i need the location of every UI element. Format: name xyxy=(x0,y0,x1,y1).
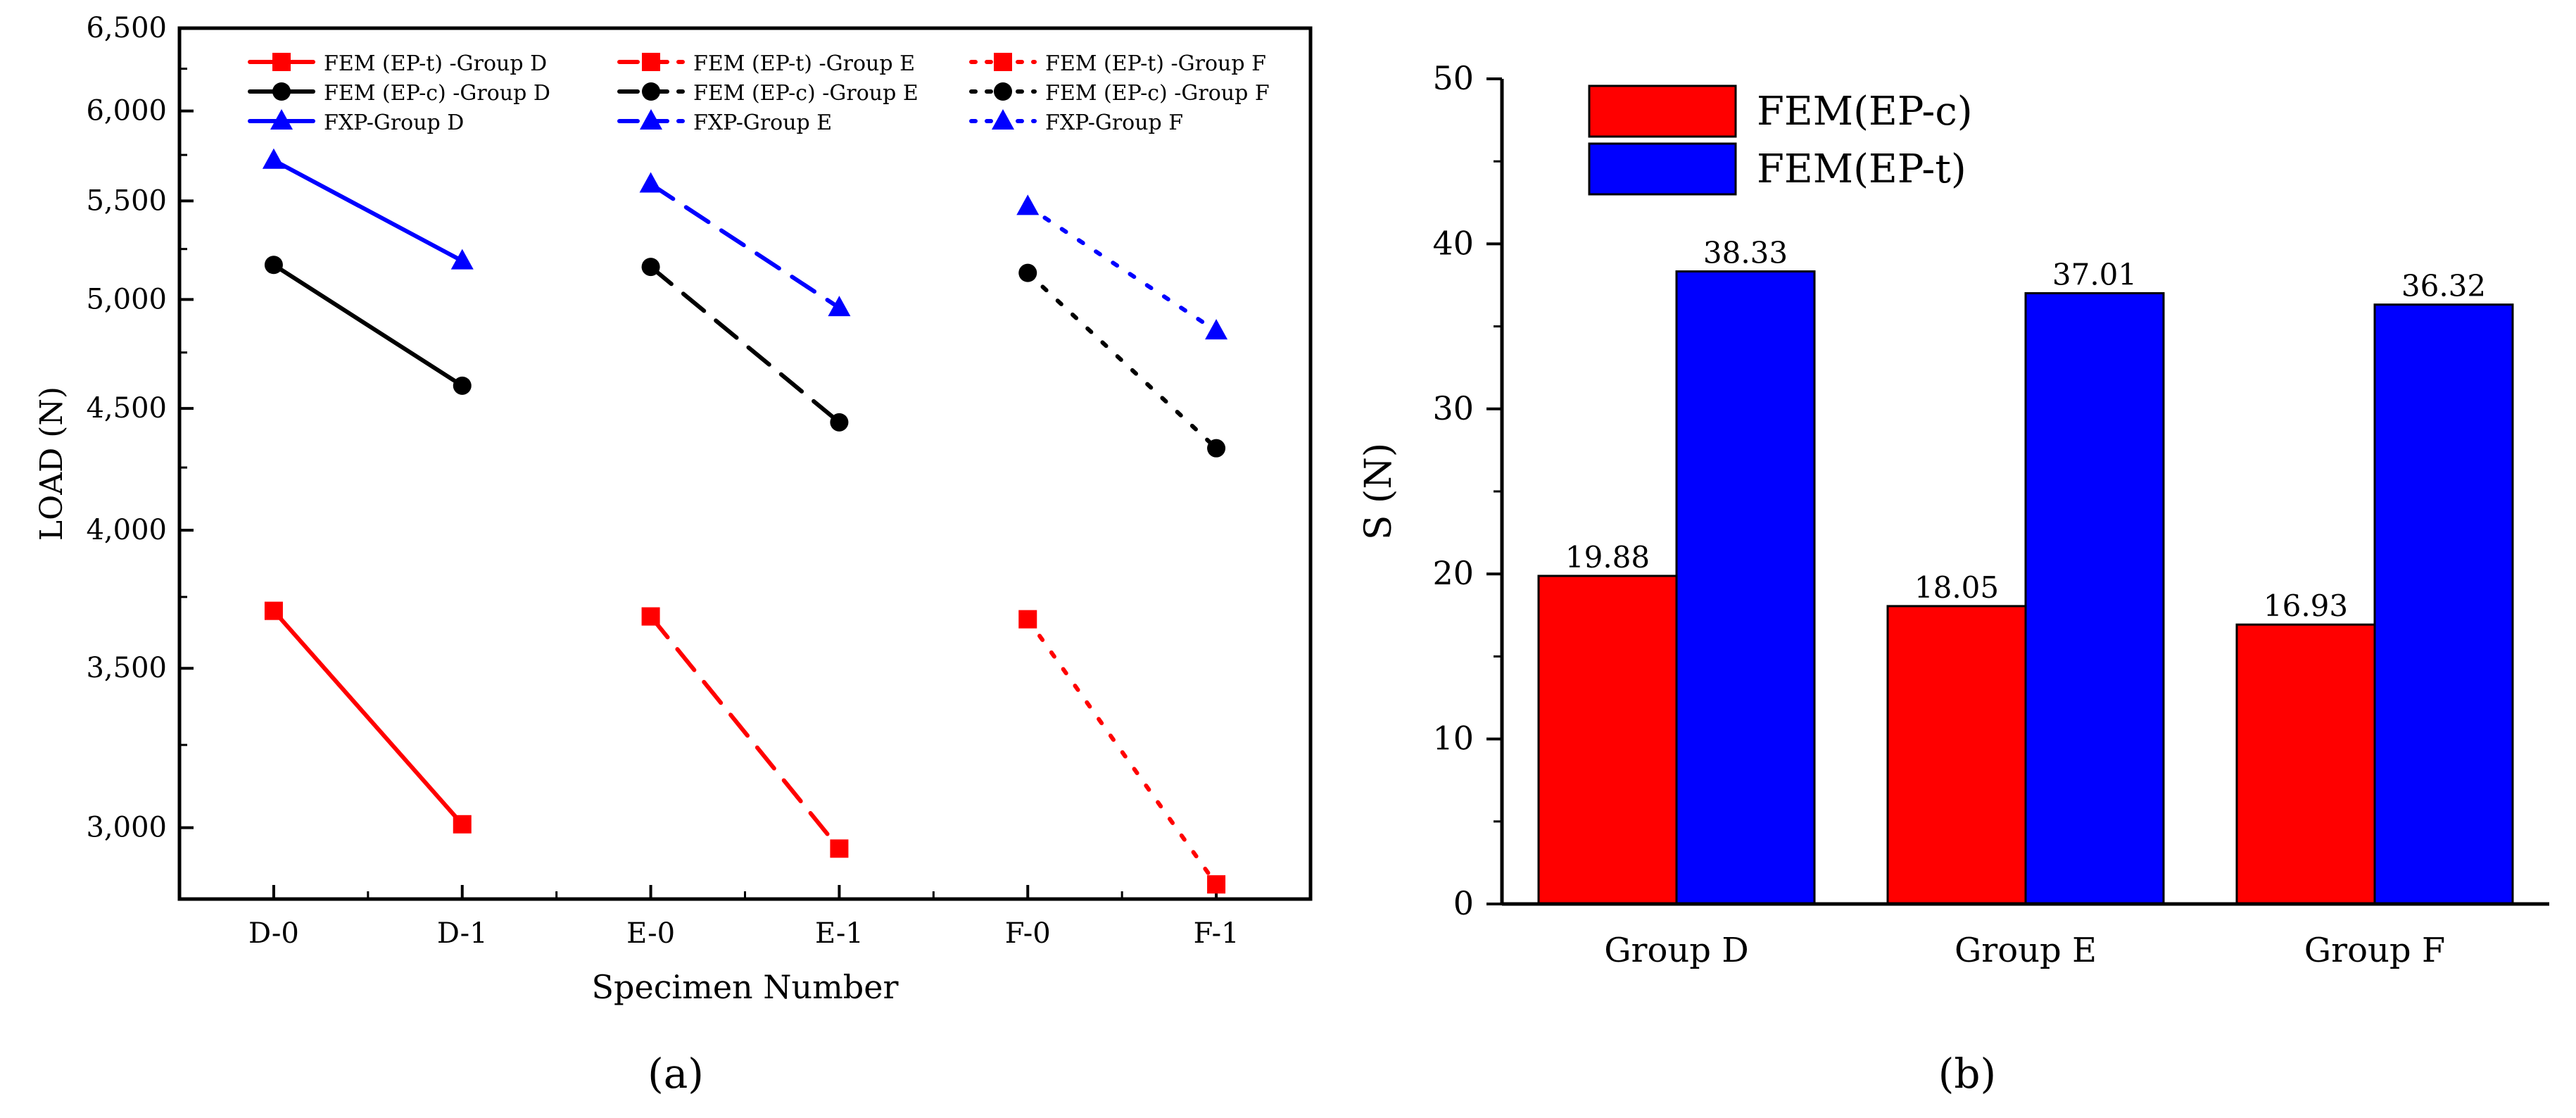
data-point xyxy=(1205,319,1228,340)
legend-label: FXP-Group E xyxy=(693,111,832,135)
bar-value-label: 38.33 xyxy=(1703,236,1788,270)
legend-marker xyxy=(272,53,291,71)
legend-label: FEM(EP-c) xyxy=(1757,89,1973,134)
bar-value-label: 16.93 xyxy=(2264,589,2348,623)
data-point xyxy=(450,249,474,270)
y-tick-label: 5,000 xyxy=(86,283,167,315)
x-tick-label: E-1 xyxy=(815,917,864,950)
y-tick-label: 6,500 xyxy=(86,12,167,44)
legend-marker xyxy=(994,53,1012,71)
y-tick-label: 20 xyxy=(1432,554,1474,592)
legend-label: FXP-Group F xyxy=(1045,111,1183,135)
series-line xyxy=(271,263,465,388)
x-tick-label: E-0 xyxy=(626,917,675,950)
y-tick-label: 3,500 xyxy=(86,652,167,684)
data-point xyxy=(1207,439,1226,458)
legend-marker xyxy=(270,109,293,130)
legend-label: FEM (EP-c) -Group D xyxy=(324,81,550,106)
series-line xyxy=(271,158,465,263)
y-tick-label: 4,000 xyxy=(86,514,167,546)
x-tick-label: F-1 xyxy=(1194,917,1239,950)
y-tick-label: 3,000 xyxy=(86,812,167,844)
data-point xyxy=(453,815,472,834)
x-tick-label: Group E xyxy=(1955,931,2097,970)
legend-label: FEM (EP-c) -Group F xyxy=(1045,81,1270,106)
legend-label: FEM (EP-t) -Group E xyxy=(693,51,915,76)
data-point xyxy=(828,296,851,317)
data-point xyxy=(262,148,285,169)
legend-label: FEM (EP-c) -Group E xyxy=(693,81,918,106)
series-line xyxy=(1025,617,1219,887)
y-tick-label: 30 xyxy=(1432,389,1474,427)
legend-label: FEM(EP-t) xyxy=(1757,146,1966,192)
x-tick-label: Group D xyxy=(1604,931,1749,970)
data-point xyxy=(1018,263,1037,282)
data-point xyxy=(1016,194,1040,215)
legend-swatch xyxy=(1588,142,1737,196)
legend-marker xyxy=(272,82,291,101)
x-tick-label: D-1 xyxy=(437,917,488,950)
x-tick-label: D-0 xyxy=(248,917,299,950)
y-tick-label: 0 xyxy=(1453,884,1474,922)
data-point xyxy=(830,839,849,858)
bar xyxy=(2235,623,2376,905)
y-tick-label: 40 xyxy=(1432,224,1474,262)
x-tick-label: F-0 xyxy=(1005,917,1051,950)
panel-a-line-chart: 3,000 3,500 4,000 4,500 5,000 5,500 6,000 6,500… xyxy=(34,12,1313,1006)
data-point xyxy=(1018,610,1037,629)
data-point xyxy=(1207,875,1226,894)
legend-marker xyxy=(642,53,660,71)
legend-marker xyxy=(642,82,660,101)
legend-marker xyxy=(994,82,1012,101)
legend-label: FXP-Group D xyxy=(324,111,464,135)
bar xyxy=(1886,605,2027,905)
y-axis-title: LOAD (N) xyxy=(34,387,70,541)
bar-value-label: 19.88 xyxy=(1565,540,1650,574)
y-tick-label: 6,000 xyxy=(86,95,167,127)
legend-marker xyxy=(992,109,1014,130)
legend-swatch xyxy=(1588,84,1737,138)
series-line xyxy=(648,614,842,851)
y-tick-label: 10 xyxy=(1432,720,1474,758)
data-point xyxy=(453,376,472,395)
bar xyxy=(2373,303,2514,905)
plot-frame xyxy=(177,26,1313,901)
legend-marker xyxy=(640,109,662,130)
bar xyxy=(1675,270,1816,905)
data-point xyxy=(641,258,660,277)
bar xyxy=(2024,291,2165,905)
panel-a-label: (a) xyxy=(648,1050,704,1098)
series-line xyxy=(1025,204,1219,334)
series-line xyxy=(1025,270,1219,451)
series-line xyxy=(271,608,465,827)
series-line xyxy=(648,265,842,425)
x-axis-title: Specimen Number xyxy=(592,968,899,1006)
y-tick-label: 5,500 xyxy=(86,184,167,217)
data-point xyxy=(264,601,283,620)
bar-value-label: 36.32 xyxy=(2401,269,2486,303)
data-point xyxy=(264,256,283,275)
data-point xyxy=(639,172,662,193)
data-point xyxy=(830,413,849,432)
series-line xyxy=(648,182,842,310)
panel-b-label: (b) xyxy=(1938,1050,1996,1098)
y-tick-label: 50 xyxy=(1432,59,1474,97)
bar-value-label: 18.05 xyxy=(1914,570,1999,605)
y-axis-title: S (N) xyxy=(1358,443,1400,540)
data-point xyxy=(641,607,660,626)
legend-label: FEM (EP-t) -Group D xyxy=(324,51,547,76)
x-tick-label: Group F xyxy=(2304,931,2445,970)
legend-label: FEM (EP-t) -Group F xyxy=(1045,51,1266,76)
panel-b-bar-chart: 0 10 20 30 40 50 19.88 38.33 Group D 18.05 37.01 Gr… xyxy=(1358,59,2549,970)
bar-value-label: 37.01 xyxy=(2052,257,2137,291)
bar xyxy=(1537,574,1678,905)
y-tick-label: 4,500 xyxy=(86,392,167,425)
